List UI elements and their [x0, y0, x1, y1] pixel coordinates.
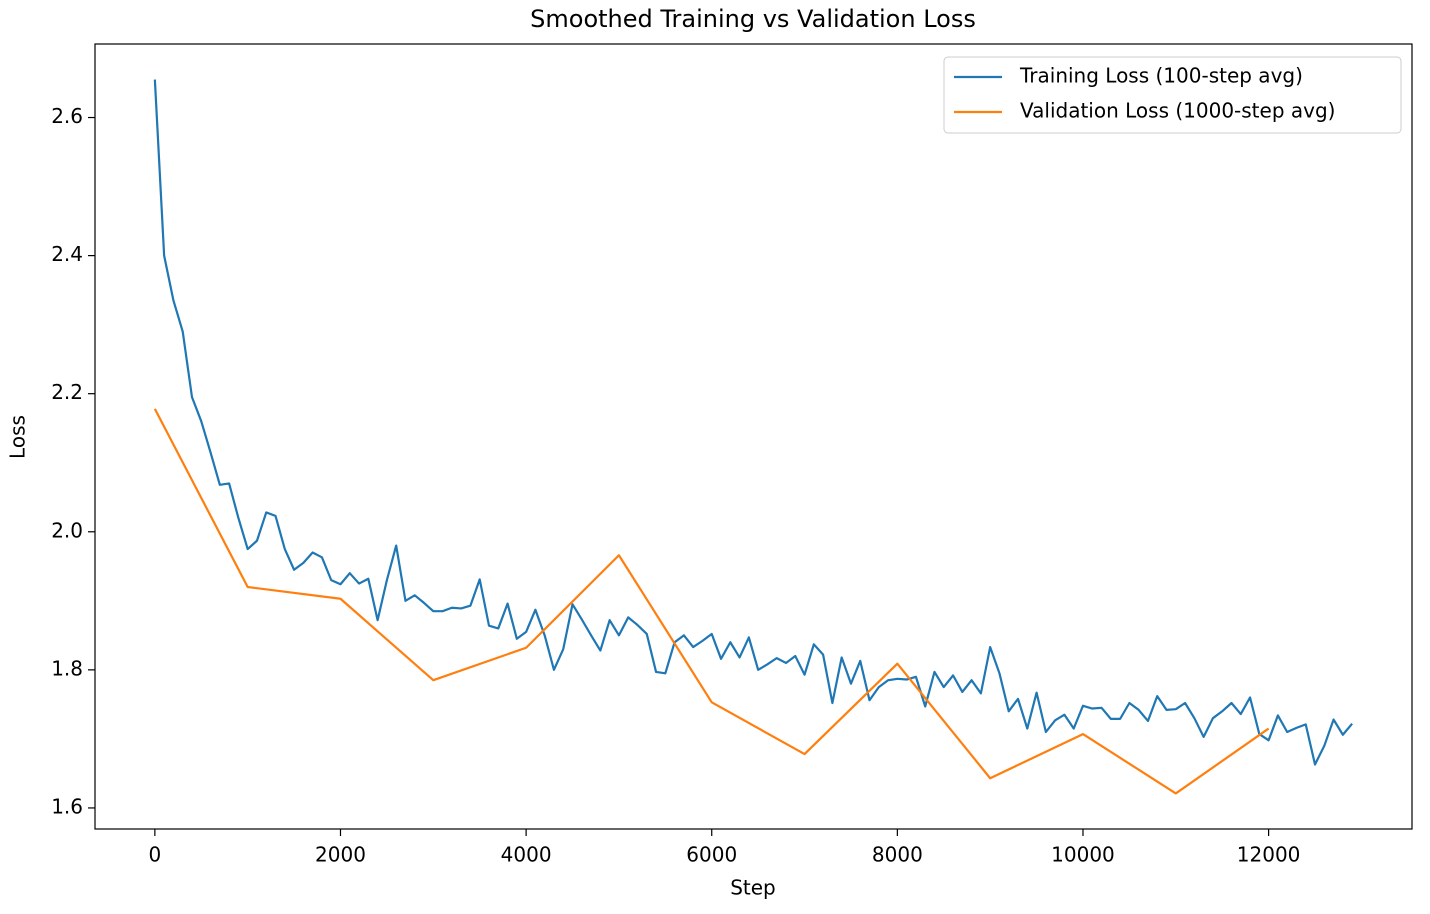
legend-box: [943, 56, 1402, 134]
y-tick-label: 2.6: [51, 104, 83, 128]
plot-frame: [94, 43, 1413, 830]
y-tick-label: 2.4: [51, 242, 83, 266]
x-tick-label: 8000: [872, 843, 923, 867]
legend-label: Training Loss (100-step avg): [1019, 64, 1303, 88]
series-line: [153, 408, 1270, 795]
x-tick-label: 4000: [501, 843, 552, 867]
chart-title: Smoothed Training vs Validation Loss: [530, 5, 976, 33]
x-tick-label: 0: [148, 843, 161, 867]
y-axis-label: Loss: [6, 415, 30, 459]
series-line: [153, 79, 1353, 766]
x-tick-label: 10000: [1051, 843, 1115, 867]
x-tick-label: 2000: [315, 843, 366, 867]
x-tick-label: 12000: [1237, 843, 1301, 867]
y-tick-label: 2.0: [51, 518, 83, 542]
legend-label: Validation Loss (1000-step avg): [1020, 99, 1335, 123]
y-tick-label: 1.8: [51, 656, 83, 680]
legend: Training Loss (100-step avg) Validation L…: [943, 56, 1402, 134]
y-tick-label: 1.6: [51, 794, 83, 818]
x-axis-label: Step: [730, 876, 776, 900]
y-tick-label: 2.2: [51, 380, 83, 404]
x-tick-label: 6000: [686, 843, 737, 867]
